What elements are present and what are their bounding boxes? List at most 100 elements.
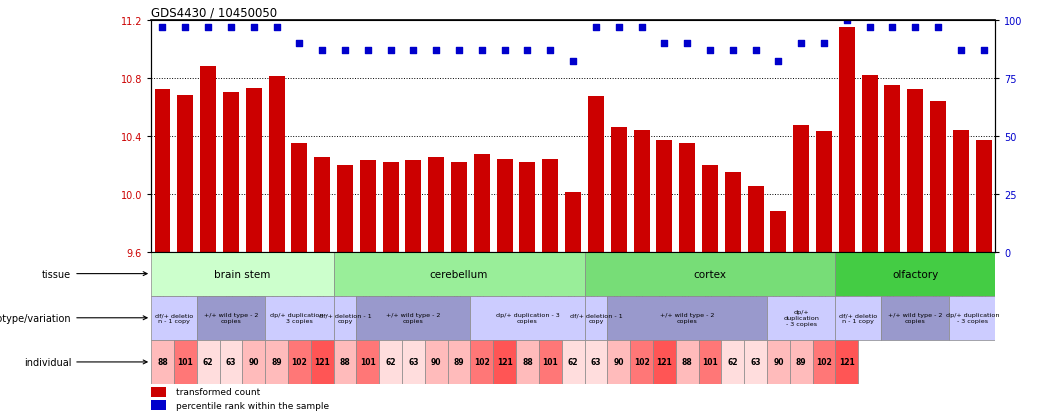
Point xyxy=(611,24,627,31)
Bar xyxy=(908,90,923,252)
Point xyxy=(519,47,536,54)
Point xyxy=(656,40,673,47)
Text: 88: 88 xyxy=(340,358,350,367)
Bar xyxy=(747,187,764,252)
Text: dp/+ duplication -
3 copies: dp/+ duplication - 3 copies xyxy=(271,313,328,323)
Point xyxy=(359,47,376,54)
Text: 89: 89 xyxy=(453,358,465,367)
Bar xyxy=(197,296,265,340)
Text: dp/+ duplication
- 3 copies: dp/+ duplication - 3 copies xyxy=(945,313,999,323)
Bar xyxy=(269,77,284,252)
Point xyxy=(929,24,946,31)
Point xyxy=(451,47,468,54)
Bar xyxy=(337,165,353,252)
Bar xyxy=(292,143,307,252)
Text: 63: 63 xyxy=(750,358,761,367)
Bar xyxy=(151,252,333,296)
Text: 88: 88 xyxy=(157,358,168,367)
Bar xyxy=(151,296,197,340)
Point xyxy=(588,24,604,31)
Bar xyxy=(630,340,653,384)
Text: 63: 63 xyxy=(408,358,419,367)
Bar xyxy=(698,340,721,384)
Bar xyxy=(333,296,356,340)
Bar xyxy=(585,252,836,296)
Bar xyxy=(151,340,174,384)
Text: 101: 101 xyxy=(359,358,376,367)
Bar xyxy=(382,162,399,252)
Text: 62: 62 xyxy=(568,358,578,367)
Bar xyxy=(767,296,836,340)
Bar xyxy=(725,172,741,252)
Point xyxy=(154,24,171,31)
Text: dp/+
duplication
- 3 copies: dp/+ duplication - 3 copies xyxy=(784,310,819,326)
Text: df/+ deletion - 1
copy: df/+ deletion - 1 copy xyxy=(319,313,371,323)
Bar xyxy=(315,158,330,252)
Bar xyxy=(200,67,216,252)
Bar xyxy=(721,340,744,384)
Text: tissue: tissue xyxy=(42,269,147,279)
Bar xyxy=(611,128,626,252)
Point xyxy=(473,47,490,54)
Text: 101: 101 xyxy=(702,358,718,367)
Point xyxy=(565,59,581,66)
Text: 88: 88 xyxy=(522,358,532,367)
Point xyxy=(839,17,855,24)
Bar xyxy=(220,340,243,384)
Text: 121: 121 xyxy=(656,358,672,367)
Bar xyxy=(607,296,767,340)
Bar xyxy=(265,296,333,340)
Point xyxy=(701,47,718,54)
Point xyxy=(291,40,307,47)
Text: +/+ wild type - 2
copies: +/+ wild type - 2 copies xyxy=(888,313,942,323)
Point xyxy=(268,24,284,31)
Point xyxy=(223,24,240,31)
Text: 102: 102 xyxy=(292,358,307,367)
Text: 102: 102 xyxy=(816,358,832,367)
Text: 90: 90 xyxy=(431,358,442,367)
Text: df/+ deletion - 1
copy: df/+ deletion - 1 copy xyxy=(570,313,622,323)
Bar xyxy=(288,340,311,384)
Point xyxy=(952,47,969,54)
Bar xyxy=(428,158,444,252)
Bar xyxy=(542,159,559,252)
Point xyxy=(907,24,923,31)
Bar xyxy=(679,143,695,252)
Text: 121: 121 xyxy=(315,358,330,367)
Text: 121: 121 xyxy=(839,358,854,367)
Bar xyxy=(949,296,995,340)
Bar xyxy=(154,90,171,252)
Text: 63: 63 xyxy=(591,358,601,367)
Bar xyxy=(246,88,262,252)
Text: 63: 63 xyxy=(226,358,237,367)
Point xyxy=(793,40,810,47)
Point xyxy=(200,24,217,31)
Bar xyxy=(379,340,402,384)
Text: +/+ wild type - 2
copies: +/+ wild type - 2 copies xyxy=(387,313,441,323)
Bar xyxy=(151,400,166,410)
Bar xyxy=(702,165,718,252)
Bar xyxy=(402,340,425,384)
Bar xyxy=(744,340,767,384)
Point xyxy=(816,40,833,47)
Text: percentile rank within the sample: percentile rank within the sample xyxy=(176,401,329,410)
Bar xyxy=(676,340,698,384)
Bar xyxy=(839,28,854,252)
Text: individual: individual xyxy=(24,357,147,367)
Text: olfactory: olfactory xyxy=(892,269,939,279)
Text: genotype/variation: genotype/variation xyxy=(0,313,147,323)
Bar xyxy=(174,340,197,384)
Bar xyxy=(516,340,539,384)
Bar xyxy=(585,296,607,340)
Bar xyxy=(497,159,513,252)
Text: transformed count: transformed count xyxy=(176,387,260,396)
Bar xyxy=(816,132,832,252)
Bar xyxy=(653,340,676,384)
Bar xyxy=(539,340,562,384)
Bar xyxy=(882,296,949,340)
Text: 62: 62 xyxy=(727,358,738,367)
Point xyxy=(724,47,741,54)
Text: 102: 102 xyxy=(474,358,490,367)
Point xyxy=(382,47,399,54)
Bar xyxy=(585,340,607,384)
